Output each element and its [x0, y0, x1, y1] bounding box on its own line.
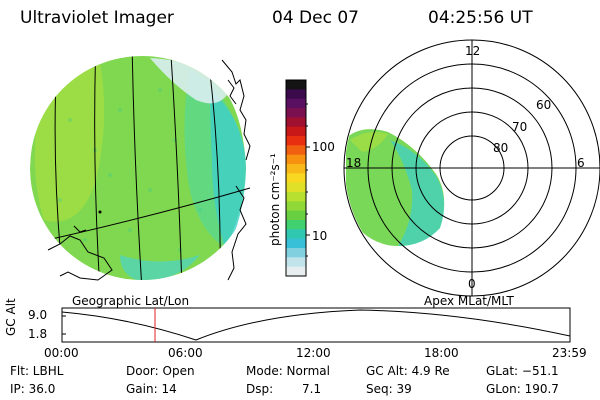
colorbar-band	[286, 80, 306, 90]
colorbar-band	[286, 201, 306, 212]
date-label: 04 Dec 07	[272, 8, 359, 28]
mlt-label-18: 18	[346, 156, 362, 170]
colorbar-unit-label: photon cm⁻²s⁻¹	[268, 153, 282, 246]
colorbar	[286, 80, 306, 277]
altitude-ytick-low: 1.8	[28, 327, 48, 341]
info-flt: Flt: LBHL	[10, 364, 64, 378]
info-door: Door: Open	[126, 364, 195, 378]
colorbar-band	[286, 192, 306, 202]
colorbar-band	[286, 154, 306, 165]
info-mode: Mode: Normal	[246, 364, 330, 378]
info-gain: Gain: 14	[126, 382, 177, 396]
colorbar-frame	[285, 79, 310, 277]
info-gcalt: GC Alt: 4.9 Re	[366, 364, 450, 378]
geographic-image	[30, 56, 254, 281]
colorbar-band	[286, 136, 306, 146]
time-tick-1800: 18:00	[424, 346, 459, 360]
colorbar-band	[286, 98, 306, 109]
info-dsp-label: Dsp:	[246, 382, 274, 396]
instrument-title: Ultraviolet Imager	[20, 8, 174, 28]
info-dsp-value: 7.1	[302, 382, 322, 396]
mlat-label-60: 60	[536, 98, 552, 112]
colorbar-band	[286, 164, 306, 174]
mlt-label-6: 6	[577, 156, 585, 170]
info-glon: GLon: 190.7	[486, 382, 559, 396]
mlt-label-0: 0	[468, 277, 476, 291]
colorbar-tick-10: 10	[312, 229, 328, 243]
colorbar-band	[286, 126, 306, 137]
time-tick-0600: 06:00	[168, 346, 203, 360]
colorbar-band	[286, 238, 306, 249]
colorbar-band	[286, 89, 306, 100]
colorbar-band	[286, 173, 306, 184]
right-panel-caption: Apex MLat/MLT	[424, 294, 514, 308]
altitude-ytick-high: 9.0	[28, 308, 48, 322]
colorbar-band	[286, 248, 306, 258]
info-seq: Seq: 39	[366, 382, 412, 396]
colorbar-band	[286, 210, 306, 221]
mlat-label-80: 80	[493, 141, 509, 155]
colorbar-band	[286, 220, 306, 230]
time-tick-0000: 00:00	[44, 346, 79, 360]
colorbar-tick-100: 100	[312, 140, 335, 154]
colorbar-band	[286, 229, 306, 240]
colorbar-band	[286, 257, 306, 268]
colorbar-band	[286, 266, 306, 277]
polar-plot	[342, 38, 600, 298]
colorbar-band	[286, 108, 306, 118]
mlat-label-70: 70	[512, 120, 528, 134]
info-glat: GLat: −51.1	[486, 364, 559, 378]
left-panel-caption: Geographic Lat/Lon	[72, 294, 190, 308]
time-label: 04:25:56 UT	[428, 8, 533, 28]
colorbar-band	[286, 182, 306, 193]
altitude-plot	[61, 307, 571, 343]
colorbar-band	[286, 145, 306, 156]
colorbar-band	[286, 117, 306, 128]
time-tick-1200: 12:00	[296, 346, 331, 360]
time-tick-2359: 23:59	[552, 346, 587, 360]
altitude-ylabel: GC Alt	[4, 298, 18, 336]
mlt-label-12: 12	[465, 44, 481, 58]
info-ip: IP: 36.0	[10, 382, 56, 396]
